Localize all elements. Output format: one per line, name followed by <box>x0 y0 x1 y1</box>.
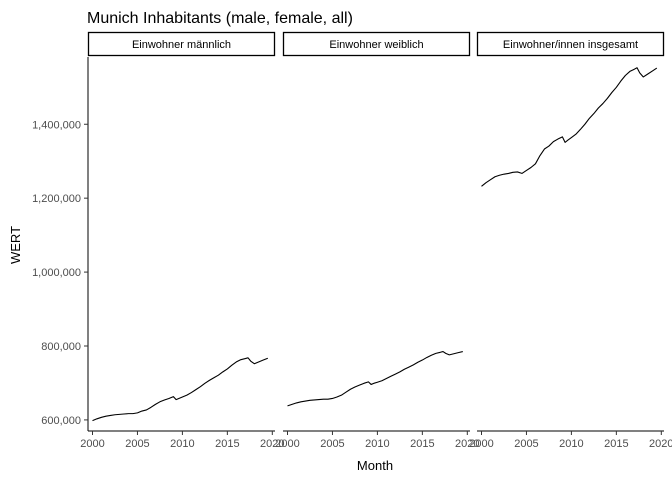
x-tick-label: 2005 <box>320 438 344 450</box>
y-tick-label: 800,000 <box>41 341 81 353</box>
facet-panel: Einwohner weiblich 2000 2005 2010 2015 2020 <box>275 31 480 450</box>
y-tick-label: 1,200,000 <box>32 193 81 205</box>
x-tick-label: 2010 <box>559 438 583 450</box>
y-axis: 600,000 800,000 1,000,000 1,200,000 1,400,00… <box>32 57 89 431</box>
x-tick-label: 2000 <box>469 438 493 450</box>
x-tick-label: 2015 <box>215 438 239 450</box>
x-tick-label: 2020 <box>649 438 672 450</box>
x-tick-label: 2010 <box>365 438 389 450</box>
series-line-2 <box>287 350 463 407</box>
x-tick-label: 2015 <box>410 438 434 450</box>
y-tick-label: 1,000,000 <box>32 267 81 279</box>
y-axis-title: WERT <box>8 226 23 264</box>
facet-panel: Einwohner/innen insgesamt 2000 2005 2010 201… <box>469 31 672 450</box>
x-tick-label: 2015 <box>604 438 628 450</box>
facet-strip-label: Einwohner/innen insgesamt <box>503 39 638 51</box>
facet-strip-label: Einwohner männlich <box>132 39 231 51</box>
x-tick-label: 2005 <box>514 438 538 450</box>
series-line-1 <box>92 357 269 422</box>
facet-strip <box>476 31 665 57</box>
x-tick-label: 2000 <box>80 438 104 450</box>
facet-panel: Einwohner männlich 2000 2005 2010 2015 2020 <box>80 31 285 450</box>
facet-strip <box>87 31 276 57</box>
facet-strip <box>282 31 471 57</box>
series-line-3 <box>481 67 658 187</box>
x-tick-label: 2005 <box>125 438 149 450</box>
x-tick-label: 2000 <box>275 438 299 450</box>
x-tick-label: 2020 <box>455 438 479 450</box>
x-axis-title: Month <box>357 458 393 473</box>
y-tick-label: 1,400,000 <box>32 119 81 131</box>
x-tick-label: 2010 <box>170 438 194 450</box>
facet-strip-label: Einwohner weiblich <box>329 39 423 51</box>
y-tick-label: 600,000 <box>41 415 81 427</box>
x-tick-label: 2020 <box>260 438 284 450</box>
chart-title: Munich Inhabitants (male, female, all) <box>87 10 353 27</box>
